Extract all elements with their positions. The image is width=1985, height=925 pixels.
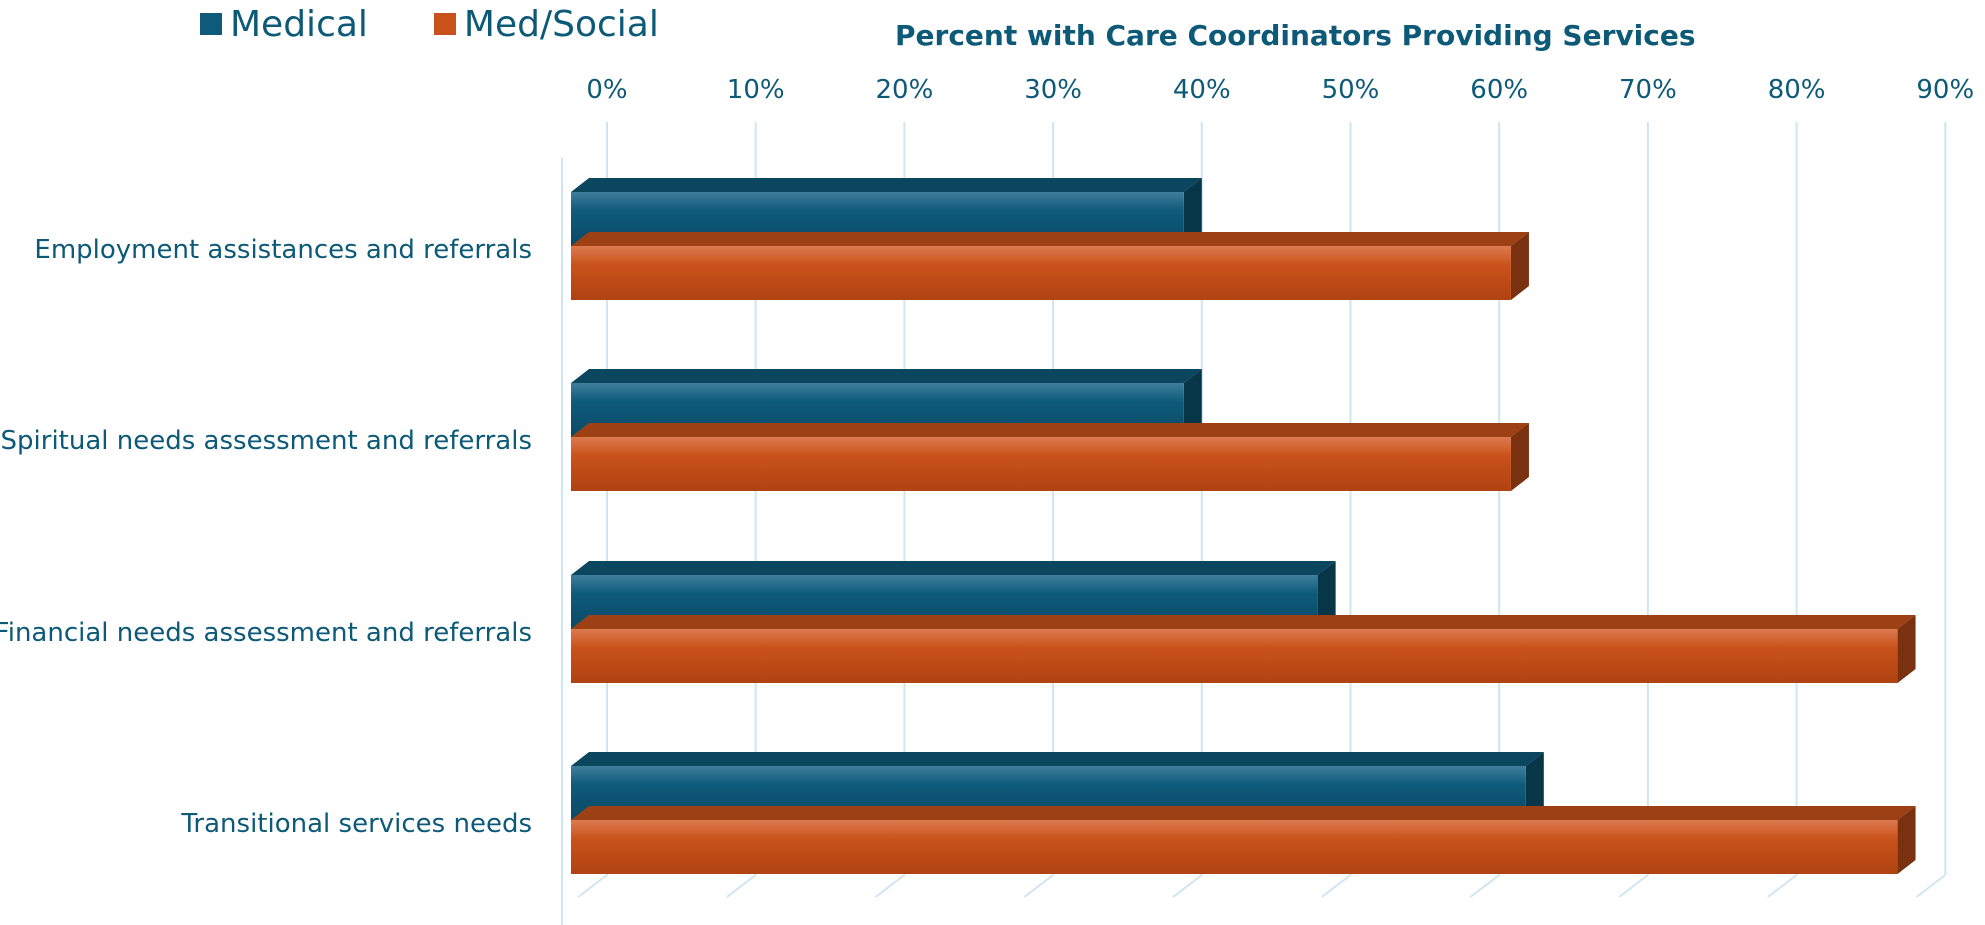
bar-front-face <box>571 629 1898 683</box>
floor-gridline <box>1767 874 1798 898</box>
bar-top-face <box>571 806 1916 820</box>
bar-top-face <box>571 178 1202 192</box>
x-tick-label: 10% <box>727 75 785 105</box>
legend-label-medical: Medical <box>230 3 368 45</box>
bars <box>571 178 1916 874</box>
floor-gridline <box>726 874 757 898</box>
bar-side-face <box>1183 178 1202 246</box>
floor-gridline <box>1469 874 1500 898</box>
bar-front-face <box>571 437 1511 491</box>
bar-top-face <box>571 615 1916 629</box>
x-tick-label: 30% <box>1024 75 1082 105</box>
legend-swatch-med-social <box>433 13 456 35</box>
bar-side-face <box>1897 615 1916 683</box>
bar-top-face <box>571 752 1544 766</box>
bar-top-face <box>571 561 1336 575</box>
y-axis-labels: Employment assistances and referrals Spir… <box>0 235 532 839</box>
bar-front-face <box>571 246 1511 300</box>
legend-swatch-medical <box>200 13 222 35</box>
bar-top-face <box>571 369 1202 383</box>
category-label: Spiritual needs assessment and referrals <box>1 426 532 456</box>
x-tick-label: 80% <box>1768 75 1826 105</box>
x-tick-label: 90% <box>1916 75 1974 105</box>
bar-med-social <box>571 423 1529 491</box>
bar-side-face <box>1897 806 1916 874</box>
category-label: Employment assistances and referrals <box>34 235 532 265</box>
bar-med-social <box>571 806 1916 874</box>
bar-side-face <box>1317 561 1336 629</box>
category-label: Transitional services needs <box>180 809 532 839</box>
legend-item-med-social: Med/Social <box>433 3 659 45</box>
bar-med-social <box>571 232 1529 300</box>
x-tick-label: 50% <box>1322 75 1380 105</box>
x-tick-label: 60% <box>1470 75 1528 105</box>
floor-gridline <box>1915 874 1946 898</box>
legend-label-med-social: Med/Social <box>463 3 659 45</box>
bar-top-face <box>571 423 1529 437</box>
bar-side-face <box>1525 752 1544 820</box>
bar-side-face <box>1510 232 1529 300</box>
floor-gridline <box>1023 874 1054 898</box>
bar-front-face <box>571 820 1898 874</box>
bar-side-face <box>1510 423 1529 491</box>
x-axis-ticks: 0% 10% 20% 30% 40% 50% 60% 70% 80% 90% <box>586 75 1974 105</box>
bar-top-face <box>571 232 1529 246</box>
floor-gridline <box>1618 874 1649 898</box>
floor-gridline <box>577 874 608 898</box>
bar-med-social <box>571 615 1916 683</box>
x-tick-label: 70% <box>1619 75 1677 105</box>
floor-gridline <box>874 874 906 898</box>
category-label: Financial needs assessment and referrals <box>0 618 532 648</box>
floor-gridline <box>1321 874 1352 898</box>
x-tick-label: 40% <box>1173 75 1231 105</box>
floor-gridline <box>1172 874 1203 898</box>
legend-item-medical: Medical <box>200 4 368 45</box>
x-tick-label: 0% <box>586 75 627 105</box>
legend: Medical Med/Social <box>200 2 725 46</box>
bar-side-face <box>1183 369 1202 437</box>
x-tick-label: 20% <box>876 75 934 105</box>
chart-title: Percent with Care Coordinators Providing… <box>895 19 1696 52</box>
